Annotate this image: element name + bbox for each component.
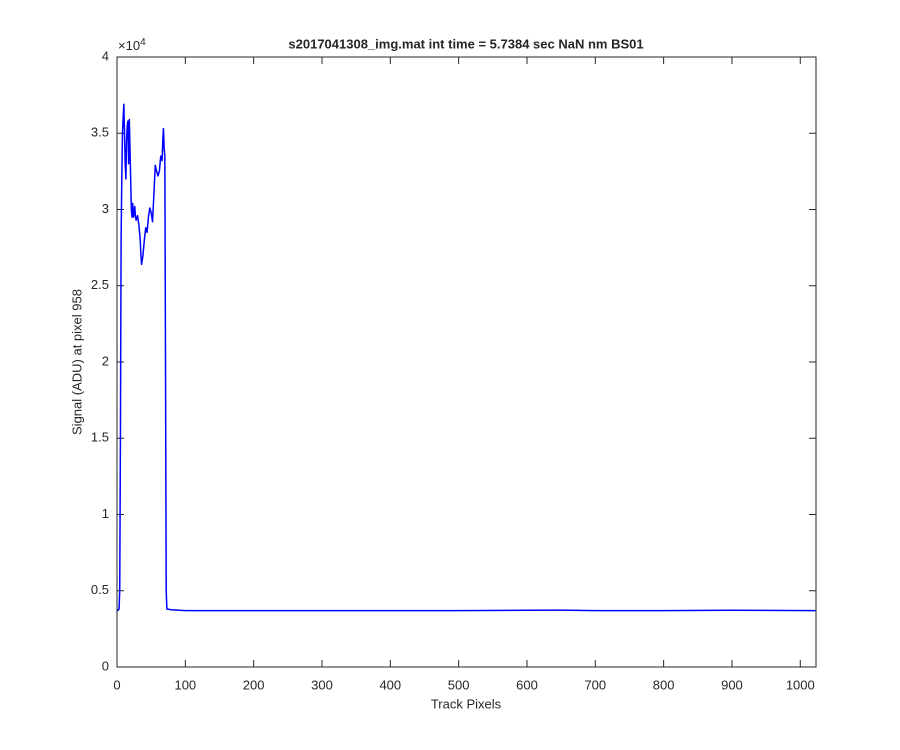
chart-title: s2017041308_img.mat int time = 5.7384 se… bbox=[288, 36, 643, 51]
y-exponent: ×104 bbox=[118, 37, 146, 54]
x-tick-label: 1000 bbox=[786, 677, 815, 692]
x-tick-label: 300 bbox=[311, 677, 333, 692]
y-exponent-power: 4 bbox=[140, 37, 146, 48]
y-tick-label: 2 bbox=[102, 353, 109, 368]
x-tick-label: 600 bbox=[516, 677, 538, 692]
y-axis-label: Signal (ADU) at pixel 958 bbox=[69, 289, 84, 435]
y-tick-label: 2.5 bbox=[91, 277, 109, 292]
plot-frame bbox=[116, 56, 817, 668]
y-tick-label: 4 bbox=[102, 48, 109, 63]
x-tick-label: 700 bbox=[584, 677, 606, 692]
y-tick-label: 0.5 bbox=[91, 582, 109, 597]
data-line bbox=[116, 103, 817, 612]
y-tick-label: 3.5 bbox=[91, 125, 109, 140]
y-tick-label: 1 bbox=[102, 506, 109, 521]
y-tick-label: 0 bbox=[102, 658, 109, 673]
x-tick-label: 0 bbox=[113, 677, 120, 692]
x-tick-label: 100 bbox=[174, 677, 196, 692]
x-axis-label: Track Pixels bbox=[431, 696, 502, 711]
x-tick-label: 500 bbox=[448, 677, 470, 692]
y-tick-label: 1.5 bbox=[91, 430, 109, 445]
x-tick-label: 200 bbox=[243, 677, 265, 692]
x-tick-label: 800 bbox=[653, 677, 675, 692]
x-tick-label: 400 bbox=[379, 677, 401, 692]
y-exponent-base: ×10 bbox=[118, 38, 140, 53]
y-tick-label: 3 bbox=[102, 201, 109, 216]
x-tick-label: 900 bbox=[721, 677, 743, 692]
